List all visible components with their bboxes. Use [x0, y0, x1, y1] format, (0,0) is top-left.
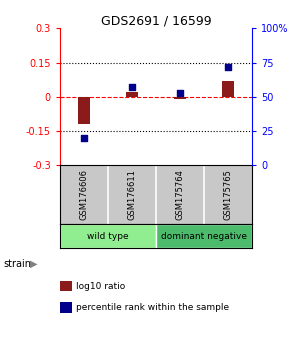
Text: GSM175764: GSM175764 — [176, 170, 184, 220]
Point — [130, 85, 134, 90]
Bar — [78, 97, 90, 124]
Bar — [60, 224, 156, 248]
Text: strain: strain — [3, 259, 31, 269]
Text: wild type: wild type — [87, 232, 129, 240]
Bar — [174, 97, 186, 99]
Bar — [222, 81, 234, 97]
Bar — [156, 224, 252, 248]
Text: GSM176606: GSM176606 — [80, 170, 88, 221]
Text: percentile rank within the sample: percentile rank within the sample — [76, 303, 230, 312]
Text: dominant negative: dominant negative — [161, 232, 247, 240]
Point — [178, 90, 182, 96]
Point — [226, 64, 230, 69]
Title: GDS2691 / 16599: GDS2691 / 16599 — [101, 14, 211, 27]
Text: GSM176611: GSM176611 — [128, 170, 136, 220]
Text: ▶: ▶ — [30, 259, 38, 269]
Text: log10 ratio: log10 ratio — [76, 281, 126, 291]
Point — [82, 135, 86, 141]
Text: GSM175765: GSM175765 — [224, 170, 232, 220]
Bar — [126, 92, 138, 97]
